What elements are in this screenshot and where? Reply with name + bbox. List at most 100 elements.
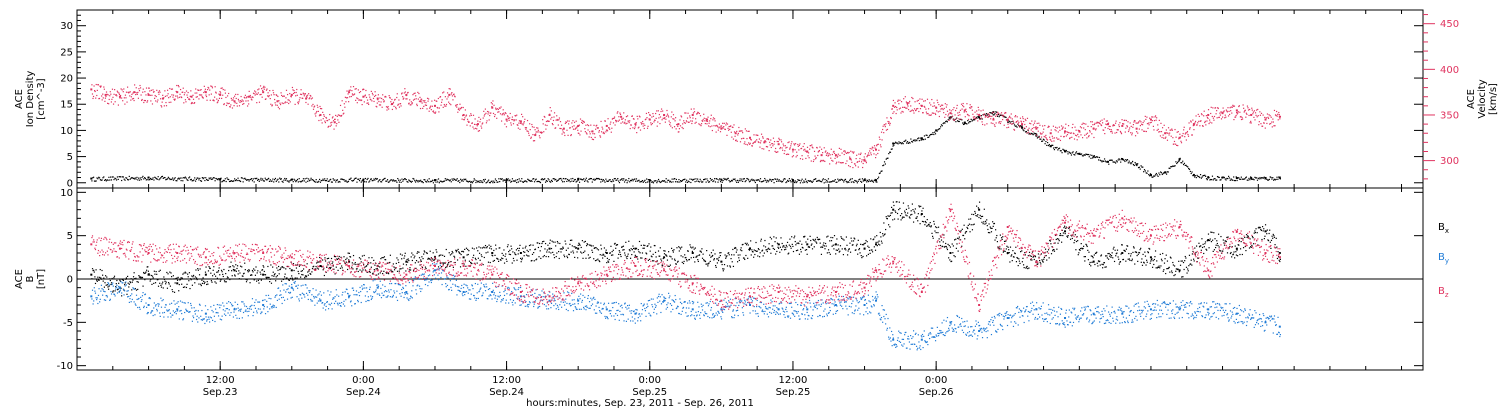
data-point — [624, 121, 626, 123]
data-point — [714, 178, 716, 180]
data-point — [1132, 126, 1134, 128]
data-point — [976, 110, 978, 112]
data-point — [191, 180, 193, 182]
data-point — [443, 103, 445, 106]
data-point — [141, 98, 143, 101]
data-point — [294, 179, 296, 181]
data-point — [549, 180, 551, 183]
data-point — [446, 98, 448, 100]
data-point — [535, 178, 537, 180]
data-point — [170, 88, 172, 90]
data-point — [219, 92, 222, 94]
data-point — [379, 179, 381, 181]
data-point — [196, 96, 198, 98]
data-point — [828, 181, 830, 183]
data-point — [381, 179, 384, 181]
data-point — [762, 136, 764, 138]
data-point — [247, 95, 250, 98]
data-point — [263, 85, 265, 87]
data-point — [273, 179, 276, 181]
data-point — [351, 90, 353, 92]
data-point — [1013, 129, 1016, 131]
data-point — [179, 177, 181, 179]
data-point — [978, 109, 980, 111]
data-point — [1154, 175, 1156, 177]
data-point — [956, 107, 958, 109]
data-point — [990, 112, 992, 114]
data-point — [170, 276, 173, 278]
data-point — [1202, 175, 1204, 177]
data-point — [1179, 157, 1181, 159]
data-point — [187, 276, 189, 278]
data-point — [992, 117, 995, 119]
data-point — [986, 123, 988, 125]
data-point — [810, 160, 812, 162]
data-point — [1145, 172, 1147, 174]
data-point — [479, 121, 481, 123]
data-point — [571, 239, 573, 241]
data-point — [272, 178, 274, 180]
data-point — [1240, 176, 1242, 178]
data-point — [448, 180, 451, 182]
data-point — [1266, 122, 1268, 125]
data-point — [378, 104, 381, 106]
data-point — [502, 180, 504, 182]
data-point — [233, 269, 236, 272]
data-point — [894, 142, 896, 145]
data-point — [194, 180, 197, 182]
data-point — [694, 122, 696, 124]
data-point — [731, 179, 733, 182]
data-point — [276, 179, 278, 181]
data-point — [239, 272, 241, 274]
data-point — [1158, 131, 1160, 133]
data-point — [603, 180, 605, 182]
data-point — [453, 93, 455, 95]
data-point — [486, 110, 489, 113]
data-point — [108, 285, 110, 287]
data-point — [866, 179, 869, 182]
data-point — [793, 181, 796, 184]
data-point — [131, 98, 134, 100]
data-point — [131, 289, 133, 291]
data-point — [408, 102, 410, 104]
data-point — [705, 118, 707, 120]
data-point — [437, 178, 440, 180]
data-point — [282, 278, 284, 281]
data-point — [577, 244, 579, 246]
data-point — [1210, 179, 1213, 181]
data-point — [865, 162, 868, 164]
data-point — [176, 279, 179, 281]
data-point — [358, 180, 361, 182]
data-point — [538, 180, 540, 183]
data-point — [207, 270, 210, 272]
data-point — [1144, 130, 1146, 132]
data-point — [234, 179, 237, 182]
data-point — [526, 181, 528, 183]
data-point — [1045, 140, 1047, 143]
data-point — [213, 177, 215, 179]
data-point — [249, 94, 251, 97]
data-point — [410, 104, 412, 106]
data-point — [490, 102, 492, 104]
data-point — [851, 151, 853, 153]
data-point — [933, 133, 935, 136]
data-point — [365, 181, 367, 183]
data-point — [270, 180, 272, 182]
data-point — [600, 244, 602, 246]
data-point — [660, 108, 663, 110]
data-point — [258, 101, 261, 103]
data-point — [1065, 149, 1067, 152]
data-point — [594, 260, 597, 262]
data-point — [431, 179, 434, 181]
data-point — [700, 180, 702, 182]
data-point — [672, 118, 674, 120]
data-point — [1068, 151, 1070, 153]
data-point — [115, 178, 117, 180]
data-point — [529, 249, 531, 251]
data-point — [297, 270, 299, 273]
data-point — [306, 177, 308, 179]
data-point — [1021, 125, 1023, 127]
data-point — [776, 151, 778, 153]
data-point — [315, 265, 317, 268]
data-point — [543, 178, 545, 181]
